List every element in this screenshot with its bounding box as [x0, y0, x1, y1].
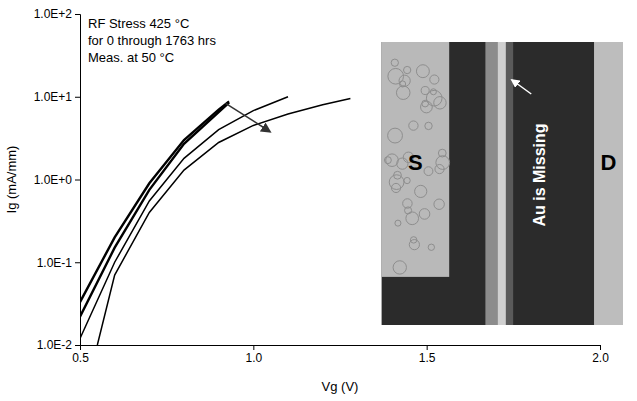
tick-mark [75, 262, 80, 263]
inset-image [382, 42, 623, 325]
curve [80, 103, 229, 317]
gate-stripe [506, 42, 513, 325]
tick-label: 1.0E+0 [34, 173, 73, 187]
series-group [80, 97, 350, 345]
grain-texture [430, 89, 436, 95]
tick: 1.0E+1 [34, 90, 80, 104]
grain-texture [419, 209, 430, 220]
tick-mark [600, 345, 601, 350]
tick-label: 1.0E+2 [34, 7, 73, 21]
curve [97, 99, 350, 345]
grain-texture [386, 154, 399, 167]
gate-stripe [497, 42, 505, 325]
drain-pad [594, 42, 623, 325]
annotation: RF Stress 425 °C [88, 16, 189, 31]
grain-texture [395, 220, 401, 226]
tick-label: 1.0E-2 [37, 338, 73, 352]
source-pad [382, 42, 450, 277]
tick-mark [75, 14, 80, 15]
grain-texture [424, 167, 433, 176]
tick-label: 1.0E-1 [37, 256, 73, 270]
inset-label: S [408, 150, 423, 175]
tick-label: 2.0 [592, 351, 609, 365]
y-axis-title: Ig (mA/mm) [4, 146, 19, 214]
trend-arrow [226, 103, 270, 131]
inset-arrow [512, 80, 531, 94]
tick: 1.0E-2 [37, 338, 80, 352]
grain-texture [404, 66, 411, 73]
grain-texture [430, 75, 439, 84]
grain-texture [409, 240, 419, 250]
grain-texture [425, 122, 432, 129]
tick: 0.5 [72, 345, 89, 365]
grain-texture [421, 101, 433, 113]
tick: 1.0E+0 [34, 173, 80, 187]
grain-texture [405, 207, 412, 214]
grain-texture [393, 261, 406, 274]
grain-texture [399, 75, 410, 86]
grain-texture [391, 59, 398, 66]
tick-label: 1.5 [419, 351, 436, 365]
tick-mark [427, 345, 428, 350]
y-axis: 1.0E-2 1.0E-1 1.0E+0 1.0E+1 1.0E+2 [34, 7, 81, 352]
inset-label: Au is Missing [531, 123, 548, 226]
inset-background [382, 42, 623, 325]
gate-stripe [485, 42, 497, 325]
tick-label: 1.0E+1 [34, 90, 73, 104]
grain-texture [396, 86, 410, 100]
annotation: Meas. at 50 °C [88, 50, 174, 65]
grain-texture [400, 81, 406, 87]
grain-texture [434, 199, 444, 209]
grain-texture [404, 177, 410, 183]
grain-texture [435, 164, 444, 173]
tick-label: 0.5 [72, 351, 89, 365]
annotation: for 0 through 1763 hrs [88, 33, 216, 48]
grain-texture [415, 185, 427, 197]
tick-mark [75, 97, 80, 98]
tick: 1.0 [245, 345, 262, 365]
x-axis: 0.5 1.0 1.5 2.0 [72, 345, 609, 365]
grain-texture [388, 128, 403, 143]
axis-line [75, 15, 81, 346]
tick-mark [75, 180, 80, 181]
grain-texture [426, 90, 442, 106]
tick: 1.0E+2 [34, 7, 80, 21]
tick-mark [253, 345, 254, 350]
grain-texture [436, 156, 450, 170]
grain-texture [389, 175, 404, 190]
inset-label: D [601, 150, 617, 175]
tick-mark [75, 345, 80, 346]
curve [80, 97, 288, 339]
axis-line [81, 346, 601, 351]
tick: 2.0 [592, 345, 609, 365]
tick: 1.5 [419, 345, 436, 365]
grain-texture [409, 121, 418, 130]
chart: 0.51.01.52.01.0E-21.0E-11.0E+01.0E+11.0E… [0, 0, 637, 401]
grain-texture [428, 244, 434, 250]
tick-label: 1.0 [245, 351, 262, 365]
tick: 1.0E-1 [37, 256, 80, 270]
grain-texture [416, 65, 429, 78]
x-axis-title: Vg (V) [322, 379, 359, 394]
